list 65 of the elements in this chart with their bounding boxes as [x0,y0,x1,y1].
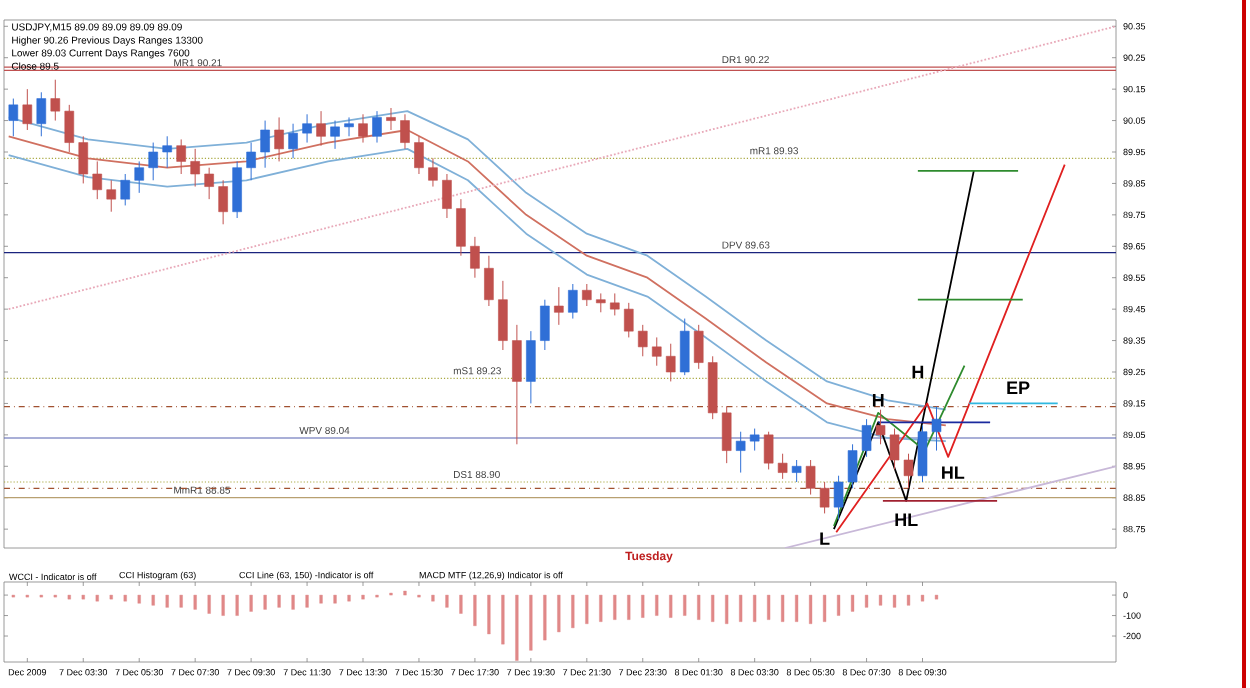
candlestick [134,160,144,194]
candlestick [624,302,634,338]
line-series [833,169,975,531]
candlestick [372,110,382,144]
candlestick [596,292,606,313]
candlestick [568,283,578,320]
candlestick [749,428,760,452]
candlestick [400,113,410,150]
candlestick [288,123,298,159]
candlestick [512,324,522,445]
candlestick [610,292,620,316]
candlestick [386,107,396,131]
annotation: HL [895,513,918,526]
candlestick [358,113,368,144]
candlestick [274,116,284,162]
candlestick [442,173,452,219]
annotation: L [820,532,830,545]
candlestick [777,453,788,480]
candlestick [763,431,774,470]
candlestick [791,459,802,483]
candlestick [484,255,494,307]
candlestick [36,91,47,137]
candlestick [8,98,19,137]
candlestick [302,113,312,144]
candlestick [246,142,256,181]
candlestick [22,88,33,131]
candlestick [78,135,89,184]
candlestick [162,135,172,169]
line-series [835,163,1066,534]
candlestick [50,79,61,122]
candlestick [344,116,354,137]
candlestick [554,286,564,326]
candlestick [176,138,186,175]
candlestick [721,406,732,464]
candlestick [540,299,550,351]
candlestick [120,173,130,206]
candlestick [582,283,592,307]
candlestick [190,148,200,188]
candlestick [665,343,676,382]
candlestick [526,330,536,404]
candlestick [106,179,117,213]
candlestick [428,157,438,188]
candlestick [735,431,746,474]
candlestick [260,120,270,169]
candlestick [637,324,648,357]
candlestick [470,236,480,279]
candlestick [414,135,424,175]
annotation: HL [942,466,965,479]
candlestick [204,167,214,200]
candlestick [316,110,326,147]
candlestick [679,318,690,376]
candlestick [456,198,466,257]
annotation: H [912,365,924,379]
line-series [833,364,966,527]
candlestick [92,160,103,200]
annotation: EP [1007,381,1030,394]
candlestick [64,104,75,153]
candlestick [148,142,158,181]
candlestick [232,160,242,219]
candlestick [498,280,508,351]
candlestick [651,336,662,367]
candlestick [693,324,704,370]
candlestick [330,120,340,150]
candlestick [218,179,228,225]
annotation: H [872,394,884,407]
